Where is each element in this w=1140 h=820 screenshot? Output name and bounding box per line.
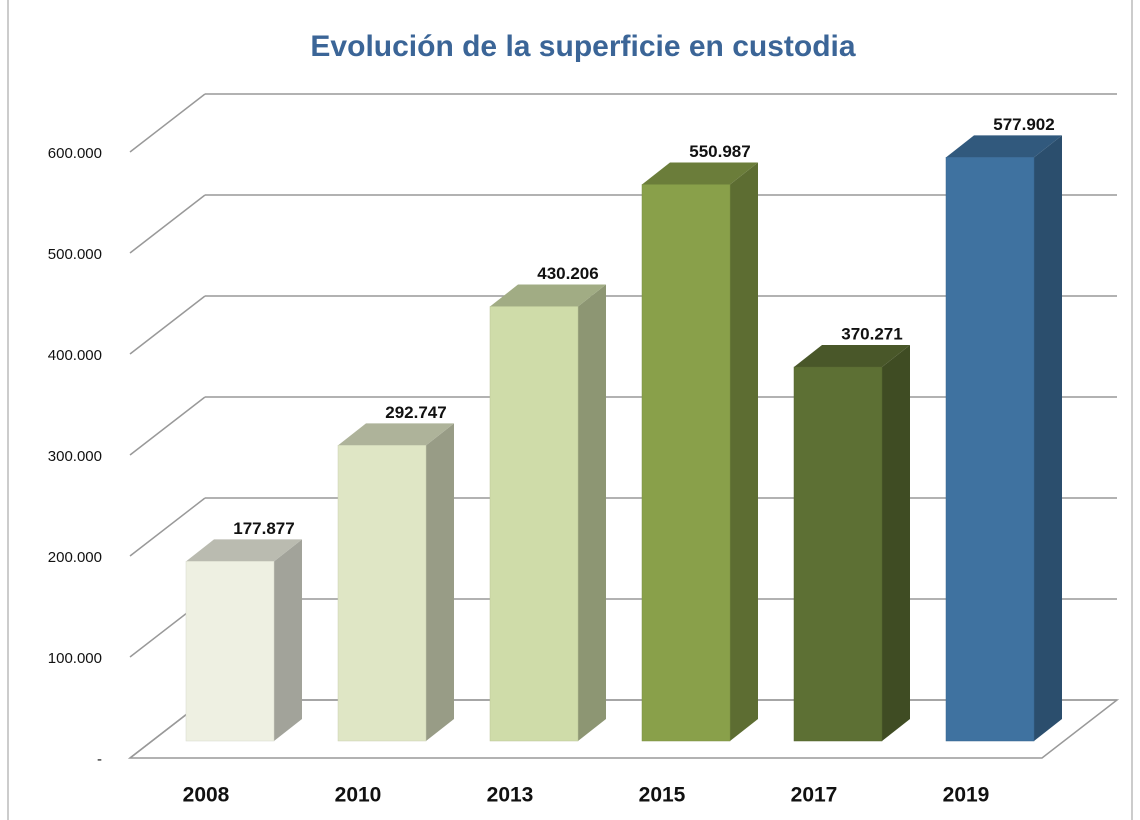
grid-line: [129, 396, 206, 456]
bar: [337, 445, 427, 742]
value-label: 430.206: [537, 264, 598, 283]
value-label: 177.877: [233, 519, 294, 538]
bar-top: [946, 135, 1062, 158]
x-tick-label: 2013: [487, 784, 534, 807]
grid-line: [129, 194, 206, 254]
y-tick-label: 500.000: [48, 246, 102, 263]
bar-side: [882, 345, 910, 741]
value-label: 292.747: [385, 403, 446, 422]
bar-top: [338, 423, 454, 446]
value-label: 577.902: [993, 115, 1054, 134]
x-tick-label: 2017: [791, 784, 838, 807]
y-tick-label: -: [97, 751, 102, 768]
bar-top: [794, 345, 910, 368]
value-label: 370.271: [841, 325, 902, 344]
x-tick-label: 2019: [943, 784, 990, 807]
value-label: 550.987: [689, 142, 750, 161]
bar: [641, 184, 731, 742]
y-tick-label: 600.000: [48, 145, 102, 162]
bar: [945, 157, 1035, 742]
bar-side: [578, 284, 606, 741]
chart-title: Evolución de la superficie en custodia: [310, 30, 855, 63]
bar-top: [642, 162, 758, 185]
bar-side: [274, 539, 302, 741]
y-tick-label: 300.000: [48, 448, 102, 465]
y-tick-label: 200.000: [48, 549, 102, 566]
grid-line: [129, 93, 206, 153]
y-tick-label: 400.000: [48, 347, 102, 364]
bar: [185, 561, 275, 742]
x-tick-label: 2015: [639, 784, 686, 807]
bar-side: [1034, 135, 1062, 742]
bar: [489, 306, 579, 742]
grid-line: [129, 497, 206, 557]
bar-side: [426, 423, 454, 741]
bar-top: [490, 284, 606, 307]
bar-top: [186, 539, 302, 562]
bar: [793, 366, 883, 742]
y-tick-label: 100.000: [48, 650, 102, 667]
grid-line: [129, 295, 206, 355]
bar-side: [730, 162, 758, 742]
x-tick-label: 2010: [335, 784, 382, 807]
x-tick-label: 2008: [183, 784, 230, 807]
